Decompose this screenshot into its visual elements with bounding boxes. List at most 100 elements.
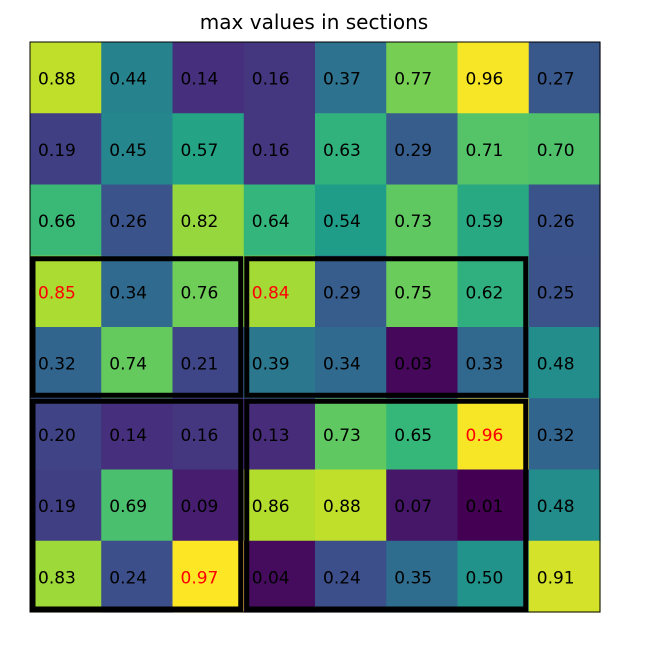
heatmap-cell (386, 184, 459, 257)
heatmap-cell (528, 540, 601, 613)
cell-value-label: 0.75 (394, 283, 432, 303)
cell-value-label: 0.26 (537, 212, 575, 232)
cell-value-label: 0.01 (466, 497, 504, 517)
heatmap-cell (457, 113, 530, 186)
cell-value-label: 0.24 (323, 568, 361, 588)
heatmap-cell (315, 184, 387, 257)
heatmap-cell (243, 113, 316, 186)
heatmap-cell (243, 469, 316, 542)
section-border (30, 256, 244, 398)
heatmap-cell (457, 255, 530, 328)
heatmap-cell (315, 469, 387, 542)
heatmap-cell (172, 113, 245, 186)
cell-value-label: 0.48 (537, 497, 575, 517)
heatmap-cell (243, 42, 316, 114)
heatmap-cell (457, 398, 530, 471)
cell-value-label: 0.16 (252, 70, 290, 90)
heatmap-cell (101, 113, 174, 186)
heatmap-cell (315, 540, 387, 613)
cell-value-label: 0.97 (181, 568, 219, 588)
cell-value-label: 0.35 (394, 568, 432, 588)
cell-value-label: 0.82 (181, 212, 219, 232)
cell-value-label: 0.34 (109, 283, 147, 303)
cell-value-label: 0.88 (323, 497, 361, 517)
heatmap-cell (528, 42, 601, 114)
heatmap-cell (172, 540, 245, 613)
cell-value-label: 0.69 (109, 497, 147, 517)
heatmap-cell (101, 398, 174, 471)
heatmap-cell (386, 327, 459, 399)
heatmap-cell (457, 42, 530, 114)
cell-value-label: 0.20 (38, 426, 76, 446)
cell-value-label: 0.91 (537, 568, 575, 588)
section-border (244, 256, 529, 398)
cell-value-label: 0.29 (394, 141, 432, 161)
cell-value-label: 0.24 (109, 568, 147, 588)
cell-value-label: 0.14 (109, 426, 147, 446)
cell-value-label: 0.73 (394, 212, 432, 232)
cell-value-label: 0.66 (38, 212, 76, 232)
heatmap-cell (172, 327, 245, 399)
cell-value-label: 0.64 (252, 212, 290, 232)
heatmap-cell (30, 255, 102, 328)
heatmap-cell (101, 42, 174, 114)
heatmap-cell (315, 398, 387, 471)
heatmap-cell (386, 42, 459, 114)
heatmap-cell (457, 540, 530, 613)
section-border (244, 398, 529, 612)
heatmap-cell (101, 327, 174, 399)
heatmap-cell (528, 255, 601, 328)
cell-value-label: 0.74 (109, 355, 147, 375)
cell-value-label: 0.57 (181, 141, 219, 161)
cell-value-label: 0.03 (394, 355, 432, 375)
cell-value-label: 0.37 (323, 70, 361, 90)
cell-value-label: 0.34 (323, 355, 361, 375)
section-border (30, 398, 244, 612)
heatmap-cell (30, 42, 102, 114)
heatmap-cell (243, 184, 316, 257)
cell-value-label: 0.32 (537, 426, 575, 446)
cell-value-label: 0.27 (537, 70, 575, 90)
cell-value-label: 0.96 (466, 426, 504, 446)
heatmap-cell (528, 398, 601, 471)
heatmap-cell (315, 113, 387, 186)
cell-value-label: 0.65 (394, 426, 432, 446)
cell-value-label: 0.77 (394, 70, 432, 90)
heatmap-cell (457, 184, 530, 257)
heatmap-cell (172, 184, 245, 257)
cell-value-label: 0.73 (323, 426, 361, 446)
cell-value-label: 0.70 (537, 141, 575, 161)
heatmap-cell (30, 540, 102, 613)
cell-value-label: 0.71 (466, 141, 504, 161)
heatmap-cell (172, 42, 245, 114)
cell-value-label: 0.86 (252, 497, 290, 517)
cell-value-label: 0.50 (466, 568, 504, 588)
heatmap-cell (457, 469, 530, 542)
cell-value-label: 0.16 (252, 141, 290, 161)
heatmap-cell (30, 469, 102, 542)
heatmap-cell (243, 398, 316, 471)
heatmap-cell (528, 469, 601, 542)
cell-value-label: 0.29 (323, 283, 361, 303)
heatmap-cell (386, 255, 459, 328)
cell-value-label: 0.59 (466, 212, 504, 232)
cell-value-label: 0.33 (466, 355, 504, 375)
cell-value-label: 0.88 (38, 70, 76, 90)
cell-value-label: 0.09 (181, 497, 219, 517)
cell-value-label: 0.25 (537, 283, 575, 303)
chart-title: max values in sections (199, 10, 429, 34)
cell-value-label: 0.26 (109, 212, 147, 232)
heatmap-cell (30, 184, 102, 257)
heatmap-cell (101, 469, 174, 542)
cell-value-label: 0.07 (394, 497, 432, 517)
cell-value-label: 0.16 (181, 426, 219, 446)
heatmap-cell (101, 255, 174, 328)
heatmap-cell (457, 327, 530, 399)
heatmap-cell (243, 540, 316, 613)
heatmap-cell (315, 327, 387, 399)
heatmap-cell (101, 184, 174, 257)
heatmap-cell (528, 327, 601, 399)
heatmap-cell (172, 398, 245, 471)
heatmap-cell (528, 113, 601, 186)
cell-value-label: 0.14 (181, 70, 219, 90)
